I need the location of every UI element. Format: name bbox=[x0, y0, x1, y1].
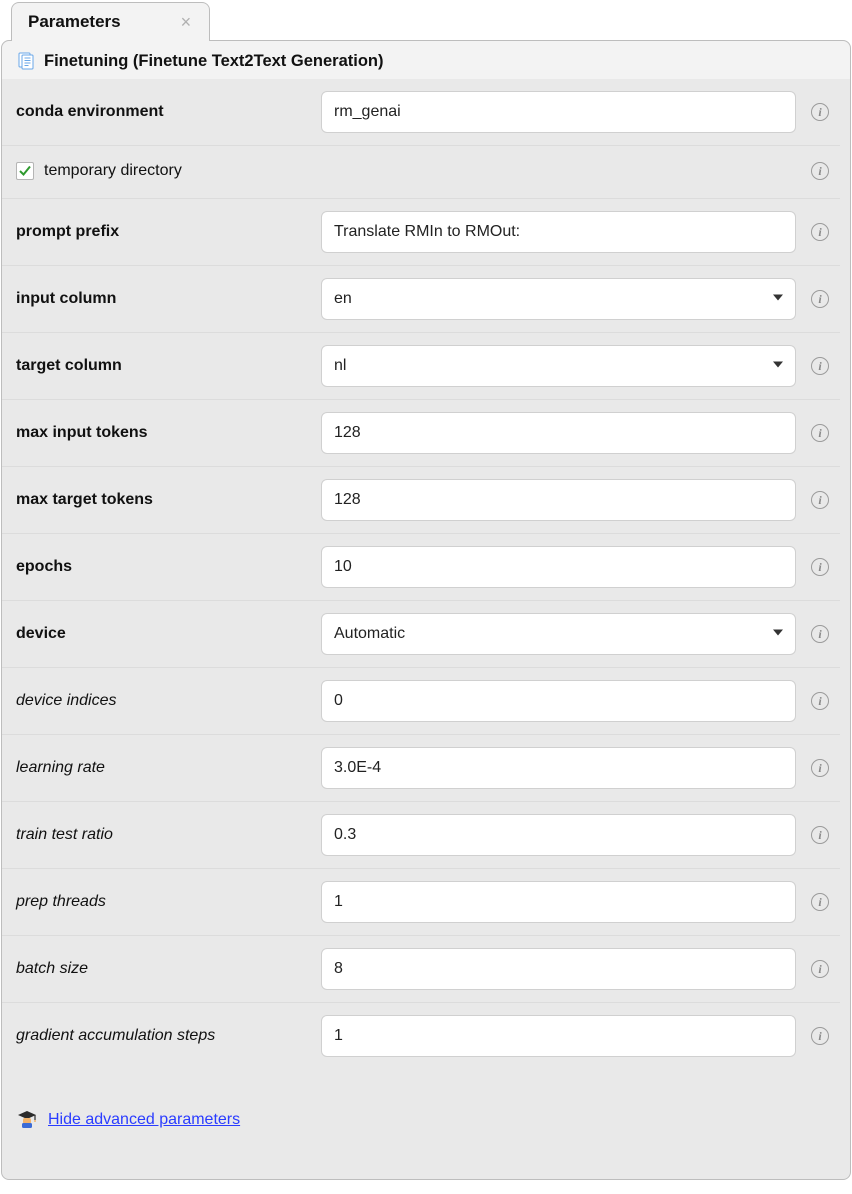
row-conda-environment: conda environment i bbox=[2, 79, 840, 146]
label-epochs: epochs bbox=[16, 558, 311, 576]
target-column-select[interactable] bbox=[321, 345, 796, 387]
info-icon[interactable]: i bbox=[811, 491, 829, 509]
label-device-indices: device indices bbox=[16, 692, 311, 710]
row-temporary-directory: temporary directory i bbox=[2, 146, 840, 199]
info-icon[interactable]: i bbox=[811, 357, 829, 375]
prompt-prefix-input[interactable] bbox=[321, 211, 796, 253]
train-test-ratio-input[interactable] bbox=[321, 814, 796, 856]
tab-parameters[interactable]: Parameters × bbox=[11, 2, 210, 41]
row-input-column: input column i bbox=[2, 266, 840, 333]
label-conda-environment: conda environment bbox=[16, 103, 311, 121]
label-train-test-ratio: train test ratio bbox=[16, 826, 311, 844]
prep-threads-input[interactable] bbox=[321, 881, 796, 923]
row-max-input-tokens: max input tokens i bbox=[2, 400, 840, 467]
device-indices-input[interactable] bbox=[321, 680, 796, 722]
device-select[interactable] bbox=[321, 613, 796, 655]
temporary-directory-checkbox[interactable] bbox=[16, 162, 34, 180]
form-rows: conda environment i temporary directory … bbox=[2, 79, 850, 1069]
info-icon[interactable]: i bbox=[811, 625, 829, 643]
info-icon[interactable]: i bbox=[811, 893, 829, 911]
max-target-tokens-input[interactable] bbox=[321, 479, 796, 521]
info-icon[interactable]: i bbox=[811, 424, 829, 442]
graduate-icon bbox=[16, 1109, 38, 1131]
parameters-panel: Parameters × Finetuning (Fine bbox=[0, 0, 852, 1181]
label-learning-rate: learning rate bbox=[16, 759, 311, 777]
max-input-tokens-input[interactable] bbox=[321, 412, 796, 454]
row-learning-rate: learning rate i bbox=[2, 735, 840, 802]
temporary-directory-label: temporary directory bbox=[44, 162, 182, 180]
label-max-input-tokens: max input tokens bbox=[16, 424, 311, 442]
row-device: device i bbox=[2, 601, 840, 668]
label-batch-size: batch size bbox=[16, 960, 311, 978]
conda-environment-input[interactable] bbox=[321, 91, 796, 133]
batch-size-input[interactable] bbox=[321, 948, 796, 990]
row-prompt-prefix: prompt prefix i bbox=[2, 199, 840, 266]
epochs-input[interactable] bbox=[321, 546, 796, 588]
info-icon[interactable]: i bbox=[811, 960, 829, 978]
info-icon[interactable]: i bbox=[811, 558, 829, 576]
info-icon[interactable]: i bbox=[811, 1027, 829, 1045]
row-gradient-accumulation-steps: gradient accumulation steps i bbox=[2, 1003, 840, 1069]
info-icon[interactable]: i bbox=[811, 162, 829, 180]
label-input-column: input column bbox=[16, 290, 311, 308]
label-max-target-tokens: max target tokens bbox=[16, 491, 311, 509]
info-icon[interactable]: i bbox=[811, 103, 829, 121]
info-icon[interactable]: i bbox=[811, 692, 829, 710]
input-column-select[interactable] bbox=[321, 278, 796, 320]
info-icon[interactable]: i bbox=[811, 759, 829, 777]
label-prep-threads: prep threads bbox=[16, 893, 311, 911]
row-train-test-ratio: train test ratio i bbox=[2, 802, 840, 869]
info-icon[interactable]: i bbox=[811, 826, 829, 844]
panel-title-row: Finetuning (Finetune Text2Text Generatio… bbox=[2, 41, 850, 79]
gradient-accumulation-steps-input[interactable] bbox=[321, 1015, 796, 1057]
tab-bar: Parameters × bbox=[1, 1, 851, 40]
label-gradient-accumulation-steps: gradient accumulation steps bbox=[16, 1027, 311, 1045]
label-target-column: target column bbox=[16, 357, 311, 375]
info-icon[interactable]: i bbox=[811, 223, 829, 241]
row-device-indices: device indices i bbox=[2, 668, 840, 735]
label-prompt-prefix: prompt prefix bbox=[16, 223, 311, 241]
document-icon bbox=[16, 51, 36, 71]
row-prep-threads: prep threads i bbox=[2, 869, 840, 936]
tab-label: Parameters bbox=[28, 12, 121, 32]
row-target-column: target column i bbox=[2, 333, 840, 400]
panel-body: Finetuning (Finetune Text2Text Generatio… bbox=[1, 40, 851, 1180]
info-icon[interactable]: i bbox=[811, 290, 829, 308]
panel-title: Finetuning (Finetune Text2Text Generatio… bbox=[44, 52, 383, 71]
learning-rate-input[interactable] bbox=[321, 747, 796, 789]
advanced-toggle-row: Hide advanced parameters bbox=[2, 1069, 850, 1151]
row-epochs: epochs i bbox=[2, 534, 840, 601]
row-batch-size: batch size i bbox=[2, 936, 840, 1003]
label-device: device bbox=[16, 625, 311, 643]
hide-advanced-link[interactable]: Hide advanced parameters bbox=[48, 1111, 240, 1129]
close-icon[interactable]: × bbox=[181, 13, 192, 31]
row-max-target-tokens: max target tokens i bbox=[2, 467, 840, 534]
